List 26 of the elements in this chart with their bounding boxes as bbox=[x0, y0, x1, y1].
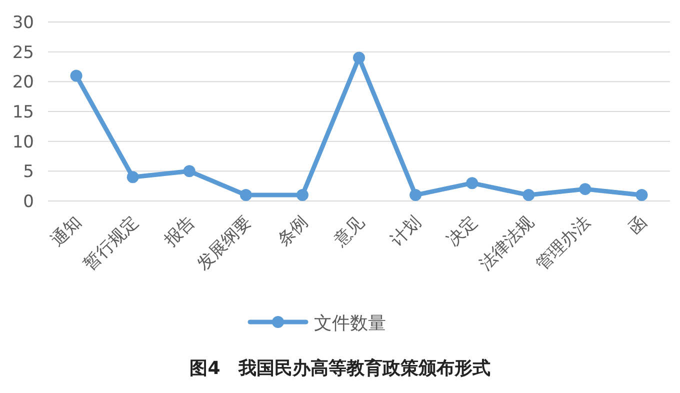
x-tick-label: 计划 bbox=[386, 212, 426, 251]
point bbox=[353, 52, 365, 64]
y-tick-label: 10 bbox=[12, 132, 34, 152]
x-tick-label: 通知 bbox=[48, 212, 86, 251]
point bbox=[522, 189, 535, 202]
point bbox=[410, 189, 422, 202]
point bbox=[70, 70, 82, 82]
point bbox=[579, 183, 592, 196]
legend-label: 文件数量 bbox=[314, 313, 386, 334]
point bbox=[466, 177, 478, 190]
x-tick-label: 函 bbox=[625, 212, 652, 239]
y-tick-label: 5 bbox=[23, 162, 34, 182]
y-tick-label: 25 bbox=[12, 42, 34, 63]
y-tick-label: 20 bbox=[12, 72, 34, 93]
x-tick-label: 意见 bbox=[330, 212, 369, 252]
y-tick-label: 0 bbox=[23, 192, 34, 212]
point bbox=[240, 189, 252, 202]
text: 图4 我国民办高等教育政策颁布形式 bbox=[190, 357, 490, 379]
y-tick-label: 30 bbox=[12, 13, 34, 33]
point bbox=[126, 171, 139, 184]
point bbox=[296, 189, 308, 202]
x-tick-label: 决定 bbox=[443, 212, 482, 251]
point bbox=[183, 165, 196, 178]
point bbox=[636, 189, 648, 202]
y-tick-label: 15 bbox=[12, 102, 34, 122]
x-tick-label: 条例 bbox=[274, 212, 312, 251]
